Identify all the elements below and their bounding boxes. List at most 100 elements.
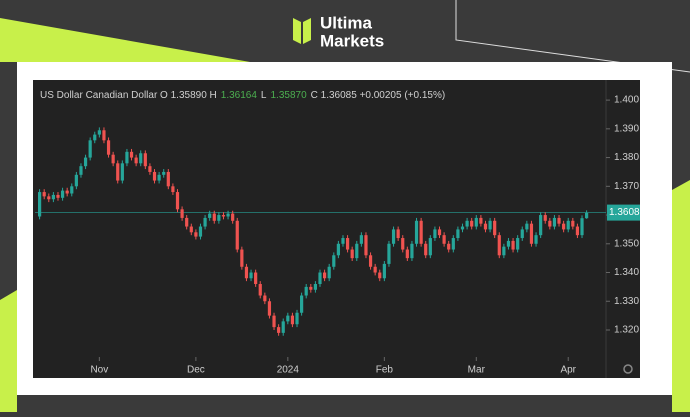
- candle-body: [304, 286, 308, 296]
- candle-body: [474, 217, 478, 227]
- candle-body: [226, 213, 230, 217]
- candle-body: [106, 140, 111, 155]
- candle-body: [162, 171, 166, 175]
- candle-body: [286, 315, 290, 322]
- candle-body: [493, 220, 497, 236]
- logo-mark: [303, 18, 311, 44]
- candle-body: [111, 154, 115, 164]
- candle-body: [456, 229, 460, 239]
- brand-name: Ultima: [320, 13, 373, 32]
- candle-body: [520, 229, 524, 239]
- gear[interactable]: [623, 364, 633, 374]
- candle-body: [364, 235, 368, 256]
- candle-body: [88, 140, 92, 158]
- candle-body: [405, 249, 409, 259]
- candle-body: [442, 235, 446, 244]
- candle-body: [506, 240, 511, 247]
- candle-body: [231, 213, 235, 221]
- candle-body: [281, 321, 285, 333]
- candle-body: [557, 217, 561, 224]
- candle-body: [148, 166, 152, 172]
- candle-body: [396, 229, 400, 239]
- candle-body: [497, 235, 501, 256]
- candle-body: [322, 272, 327, 279]
- plot: 1.3201.3301.3401.3501.3601.3701.3801.390…: [35, 95, 646, 376]
- brand-name: Markets: [320, 31, 384, 50]
- candle-body: [488, 220, 492, 230]
- candle-body: [327, 266, 331, 279]
- candle-body: [543, 215, 547, 221]
- candle-body: [410, 243, 414, 259]
- candle-body: [483, 223, 488, 230]
- candle-body: [79, 166, 83, 175]
- header-part: 1.36164: [221, 90, 258, 101]
- candle-body: [198, 226, 203, 237]
- y-tick-label: 1.390: [614, 123, 639, 134]
- candle-body: [56, 194, 60, 198]
- candle-body: [235, 220, 239, 250]
- settings-icon[interactable]: [623, 364, 633, 374]
- candle-body: [433, 229, 437, 239]
- candle-body: [516, 238, 520, 250]
- candle-body: [166, 171, 170, 187]
- candle-body: [571, 220, 575, 227]
- candle-body: [102, 130, 106, 141]
- candle-body: [120, 163, 124, 181]
- candle-body: [83, 157, 88, 167]
- candle-body: [562, 223, 566, 230]
- candle-body: [534, 235, 538, 244]
- candle-body: [309, 286, 313, 290]
- candle-body: [300, 295, 304, 313]
- candle-body: [502, 246, 506, 256]
- x-tick-label: Nov: [90, 365, 108, 376]
- candle-body: [359, 235, 363, 244]
- candle-body: [194, 232, 198, 237]
- y-tick-label: 1.400: [614, 95, 639, 106]
- candle-body: [414, 220, 419, 244]
- candle-body: [419, 220, 423, 244]
- last-price-label: 1.36085: [609, 207, 646, 218]
- header-part: L: [261, 90, 267, 101]
- candle-body: [272, 315, 276, 328]
- candle-body: [180, 209, 184, 218]
- candle-body: [70, 186, 74, 194]
- x-tick-label: Mar: [468, 365, 486, 376]
- candle-body: [447, 243, 451, 250]
- candle-body: [277, 327, 281, 333]
- candle-body: [244, 266, 249, 279]
- candle-body: [355, 243, 359, 259]
- candle-body: [511, 240, 515, 250]
- candle-body: [171, 186, 175, 193]
- candle-body: [428, 238, 432, 256]
- header-part: C 1.36085 +0.00205 (+0.15%): [311, 90, 446, 101]
- candle-body: [263, 295, 267, 302]
- candle-body: [341, 238, 345, 244]
- candle-body: [295, 312, 299, 325]
- candle-body: [401, 238, 405, 250]
- candle-body: [60, 190, 65, 198]
- candle-body: [157, 174, 161, 181]
- candle-body: [451, 238, 455, 250]
- candle-body: [267, 301, 272, 316]
- chart-header: US Dollar Canadian Dollar O 1.35890 H 1.3…: [40, 90, 445, 101]
- candle-body: [424, 243, 428, 256]
- candle-body: [313, 284, 318, 290]
- y-tick-label: 1.350: [614, 238, 639, 249]
- y-tick-label: 1.340: [614, 267, 639, 278]
- candle-body: [368, 255, 373, 267]
- candle-body: [575, 226, 580, 236]
- candle-body: [212, 213, 216, 221]
- candle-body: [525, 223, 529, 230]
- candle-body: [580, 218, 584, 236]
- candle-body: [548, 220, 552, 227]
- candle-body: [143, 153, 147, 167]
- candle-body: [240, 249, 244, 267]
- candle-body: [373, 266, 377, 273]
- accent-shape: [0, 18, 250, 62]
- candle-body: [539, 215, 543, 236]
- candle-body: [51, 194, 55, 200]
- candle-body: [332, 255, 336, 267]
- candle-body: [552, 217, 557, 227]
- candle-body: [221, 215, 226, 217]
- candle-body: [93, 134, 97, 141]
